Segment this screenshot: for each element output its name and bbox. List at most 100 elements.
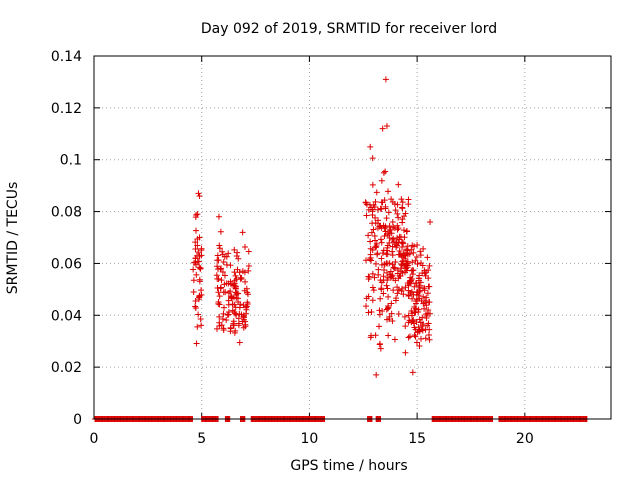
data-point <box>390 264 397 271</box>
data-point <box>390 235 397 242</box>
data-point <box>399 205 406 212</box>
data-points <box>92 76 590 422</box>
y-tick-label: 0 <box>73 412 82 428</box>
data-point <box>192 239 199 246</box>
data-point <box>411 332 418 339</box>
data-point <box>217 228 224 235</box>
data-point <box>412 300 419 307</box>
data-point <box>213 272 220 279</box>
y-tick-label: 0.04 <box>51 308 82 324</box>
data-point <box>383 282 390 289</box>
data-point <box>385 209 392 216</box>
data-point <box>384 285 391 292</box>
data-point <box>218 265 225 272</box>
data-point <box>404 258 411 265</box>
data-point <box>401 213 408 220</box>
data-point <box>402 349 409 356</box>
data-point <box>416 282 423 289</box>
data-point <box>420 293 427 300</box>
data-point <box>240 313 247 320</box>
data-point <box>366 273 373 280</box>
axis-ticks <box>93 55 611 420</box>
data-point <box>374 250 381 257</box>
data-point <box>409 259 416 266</box>
data-point <box>214 263 221 270</box>
data-point <box>418 335 425 342</box>
data-point <box>190 289 197 296</box>
data-point <box>241 314 248 321</box>
data-point <box>402 284 409 291</box>
data-point <box>229 307 236 314</box>
data-point <box>227 288 234 295</box>
data-point <box>394 210 401 217</box>
data-point <box>423 302 430 309</box>
data-point <box>420 245 427 252</box>
data-point <box>417 279 424 286</box>
data-point <box>408 288 415 295</box>
data-point <box>376 340 383 347</box>
data-point <box>369 270 376 277</box>
data-point <box>414 261 421 268</box>
data-point <box>400 291 407 298</box>
data-point <box>391 265 398 272</box>
data-point <box>375 266 382 273</box>
data-point <box>380 290 387 297</box>
data-point <box>395 214 402 221</box>
y-tick-label: 0.06 <box>51 256 82 272</box>
data-point <box>369 297 376 304</box>
x-tick-label: 10 <box>301 431 319 447</box>
data-point <box>368 204 375 211</box>
data-point <box>426 262 433 269</box>
data-point <box>409 242 416 249</box>
data-point <box>395 251 402 258</box>
data-point <box>367 256 374 263</box>
data-point <box>193 340 200 347</box>
data-point <box>385 230 392 237</box>
data-point <box>418 297 425 304</box>
data-point <box>398 252 405 259</box>
data-point <box>389 318 396 325</box>
data-point <box>422 299 429 306</box>
x-tick-label: 20 <box>516 431 534 447</box>
data-point <box>400 227 407 234</box>
data-point <box>412 257 419 264</box>
data-point <box>196 278 203 285</box>
data-point <box>227 324 234 331</box>
data-point <box>228 281 235 288</box>
data-point <box>403 261 410 268</box>
data-point <box>398 239 405 246</box>
data-point <box>219 269 226 276</box>
data-point <box>219 315 226 322</box>
data-point <box>192 227 199 234</box>
data-point <box>409 318 416 325</box>
data-point <box>417 248 424 255</box>
data-point <box>417 287 424 294</box>
data-point <box>405 201 412 208</box>
data-point <box>402 323 409 330</box>
data-point <box>198 287 205 294</box>
x-tick-label: 0 <box>90 431 99 447</box>
data-point <box>422 272 429 279</box>
data-point <box>379 125 386 132</box>
data-point <box>387 226 394 233</box>
data-point <box>426 336 433 343</box>
data-point <box>406 333 413 340</box>
data-point <box>370 287 377 294</box>
data-point <box>224 311 231 318</box>
data-point <box>427 218 434 225</box>
data-point <box>220 310 227 317</box>
data-point <box>377 345 384 352</box>
data-point <box>365 232 372 239</box>
data-point <box>385 332 392 339</box>
data-point <box>388 300 395 307</box>
data-point <box>421 285 428 292</box>
data-point <box>378 261 385 268</box>
data-point <box>375 217 382 224</box>
data-point <box>363 212 370 219</box>
data-point <box>411 324 418 331</box>
data-point <box>190 266 197 273</box>
data-point <box>395 181 402 188</box>
data-point <box>386 222 393 229</box>
data-point <box>225 250 232 257</box>
